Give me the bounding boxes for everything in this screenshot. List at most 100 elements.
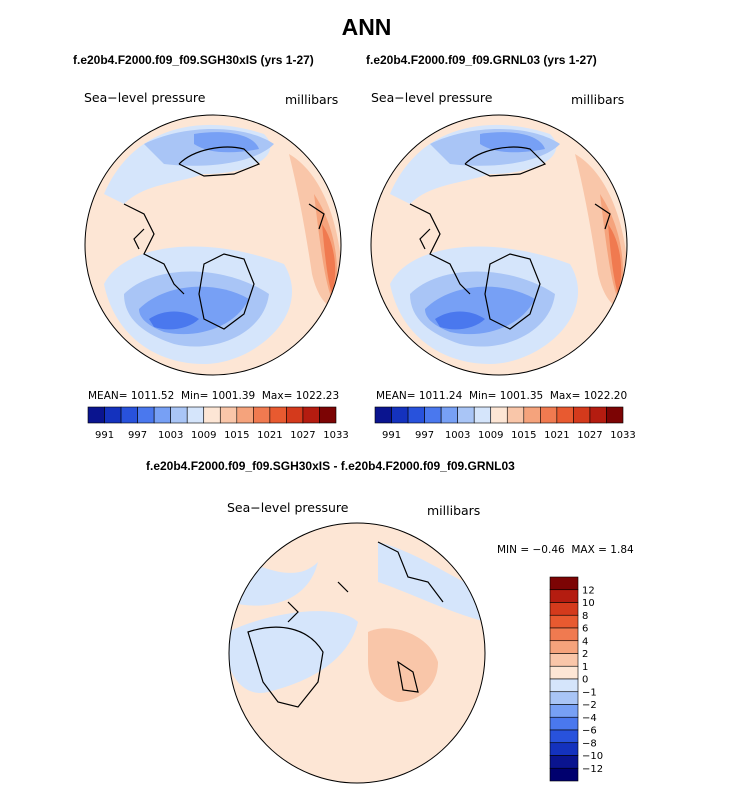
colorbar-swatch-0: [374, 406, 392, 424]
colorbar-swatch-5: [170, 406, 188, 424]
colorbar-swatch-8: [549, 678, 579, 693]
panel-left-stats: MEAN= 1011.52 Min= 1001.39 Max= 1022.23: [88, 390, 339, 402]
panel-right-subtitle: f.e20b4.F2000.f09_f09.GRNL03 (yrs 1-27): [366, 53, 597, 67]
colorbar-swatch-11: [269, 406, 287, 424]
max-value: 1022.23: [295, 390, 340, 402]
polar-map-left: [84, 114, 342, 376]
colorbar-swatch-10: [540, 406, 558, 424]
colorbar-tick-label: 1003: [158, 430, 183, 441]
colorbar-swatch-2: [407, 406, 425, 424]
colorbar-swatch-9: [523, 406, 541, 424]
panel-diff-subtitle: f.e20b4.F2000.f09_f09.SGH30xIS - f.e20b4…: [146, 459, 515, 473]
colorbar-swatch-2: [549, 602, 579, 616]
colorbar-swatch-14: [606, 406, 624, 424]
colorbar-swatch-0: [549, 576, 579, 591]
mean-value: 1011.52: [130, 390, 175, 402]
colorbar-swatch-5: [457, 406, 475, 424]
panel-right-stats: MEAN= 1011.24 Min= 1001.35 Max= 1022.20: [376, 390, 627, 402]
colorbar-swatch-8: [506, 406, 525, 424]
colorbar-swatch-11: [549, 716, 579, 731]
colorbar-swatch-5: [549, 640, 579, 654]
colorbar-tick-label: 1009: [191, 430, 216, 441]
colorbar-swatch-1: [391, 406, 409, 424]
colorbar-tick-label: −1: [582, 687, 597, 698]
colorbar-swatch-6: [549, 653, 579, 667]
max-value: 1022.20: [583, 390, 628, 402]
colorbar-right: 991 997 1003 1009 1015 1021 1027 1033: [374, 406, 636, 441]
colorbar-tick-label: −2: [582, 700, 597, 711]
colorbar-tick-label: 4: [582, 636, 588, 647]
colorbar-tick-label: 1021: [544, 430, 569, 441]
colorbar-swatch-14: [549, 755, 579, 769]
colorbar-swatch-7: [549, 665, 579, 680]
max-value: 1.84: [610, 544, 634, 556]
colorbar-tick-label: 991: [382, 430, 401, 441]
colorbar-swatch-1: [104, 406, 122, 424]
colorbar-tick-label: 2: [582, 649, 588, 660]
polar-map-right: [370, 114, 628, 376]
polar-map-diff: [228, 522, 486, 784]
colorbar-tick-label: 10: [582, 598, 595, 609]
colorbar-tick-label: 1033: [323, 430, 348, 441]
min-label: Min=: [180, 390, 209, 402]
panel-diff-variable-label: Sea−level pressure: [227, 500, 349, 515]
colorbar-tick-label: −10: [582, 751, 603, 762]
colorbar-swatch-13: [302, 406, 320, 424]
colorbar-swatch-8: [219, 406, 238, 424]
max-label: Max=: [261, 390, 293, 402]
colorbar-swatch-9: [236, 406, 254, 424]
colorbar-tick-label: 997: [415, 430, 434, 441]
mean-value: 1011.24: [418, 390, 463, 402]
colorbar-swatch-7: [203, 406, 221, 424]
colorbar-tick-label: 1021: [257, 430, 282, 441]
panel-diff-units-label: millibars: [427, 503, 481, 518]
colorbar-swatch-13: [589, 406, 607, 424]
max-label: MAX =: [571, 544, 607, 556]
colorbar-tick-label: 1015: [511, 430, 536, 441]
panel-left-variable-label: Sea−level pressure: [84, 90, 206, 105]
colorbar-swatch-11: [556, 406, 574, 424]
colorbar-tick-label: 1033: [610, 430, 635, 441]
colorbar-tick-label: −8: [582, 738, 597, 749]
colorbar-swatch-0: [87, 406, 105, 424]
colorbar-swatch-4: [153, 406, 171, 424]
min-value: −0.46: [532, 544, 565, 556]
colorbar-swatch-4: [549, 627, 579, 642]
min-label: MIN =: [497, 544, 530, 556]
min-label: Min=: [468, 390, 497, 402]
colorbar-swatch-9: [549, 691, 579, 705]
colorbar-tick-label: 1003: [445, 430, 470, 441]
colorbar-swatch-14: [319, 406, 337, 424]
colorbar-tick-label: −12: [582, 764, 603, 775]
colorbar-tick-label: 1027: [577, 430, 602, 441]
colorbar-tick-label: 1: [582, 662, 588, 673]
mean-label: MEAN=: [88, 390, 128, 402]
colorbar-swatch-3: [137, 406, 155, 424]
mean-label: MEAN=: [376, 390, 416, 402]
colorbar-tick-label: 1009: [478, 430, 503, 441]
panel-diff-stats: MIN = −0.46 MAX = 1.84: [497, 544, 634, 556]
colorbar-swatch-10: [549, 704, 579, 718]
panel-left-subtitle: f.e20b4.F2000.f09_f09.SGH30xIS (yrs 1-27…: [73, 53, 314, 67]
panel-right-variable-label: Sea−level pressure: [371, 90, 493, 105]
colorbar-swatch-12: [549, 729, 579, 744]
colorbar-swatch-12: [286, 406, 304, 424]
colorbar-swatch-4: [440, 406, 458, 424]
colorbar-tick-label: 1015: [224, 430, 249, 441]
panel-left-units-label: millibars: [285, 92, 339, 107]
colorbar-swatch-12: [573, 406, 591, 424]
colorbar-swatch-3: [424, 406, 442, 424]
colorbar-tick-label: 8: [582, 611, 588, 622]
page-title: ANN: [341, 14, 392, 40]
colorbar-swatch-1: [549, 589, 579, 603]
colorbar-tick-label: 12: [582, 585, 595, 596]
colorbar-tick-label: 997: [128, 430, 147, 441]
colorbar-swatch-15: [549, 767, 579, 782]
colorbar-tick-label: −6: [582, 726, 597, 737]
colorbar-swatch-6: [473, 406, 492, 424]
colorbar-swatch-3: [549, 614, 579, 629]
colorbar-tick-label: −4: [582, 713, 597, 724]
colorbar-tick-label: 6: [582, 624, 588, 635]
colorbar-swatch-10: [253, 406, 271, 424]
